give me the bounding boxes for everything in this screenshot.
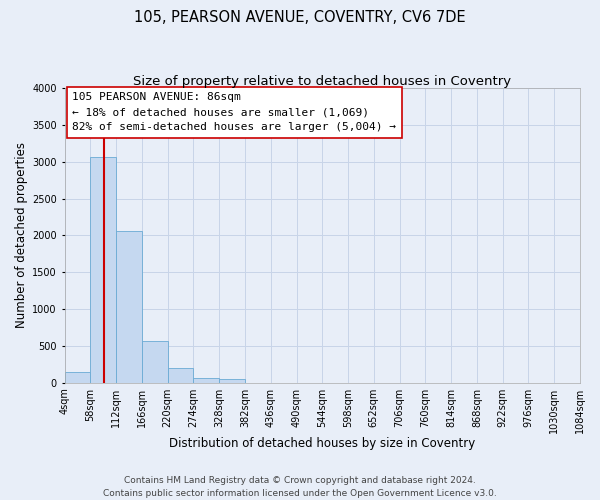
Text: 105, PEARSON AVENUE, COVENTRY, CV6 7DE: 105, PEARSON AVENUE, COVENTRY, CV6 7DE (134, 10, 466, 25)
Bar (91, 158, 116, 382)
Bar (219, 379, 245, 382)
Bar (65, 372, 91, 382)
Y-axis label: Number of detached properties: Number of detached properties (15, 142, 28, 328)
Bar (167, 368, 193, 382)
Title: Size of property relative to detached houses in Coventry: Size of property relative to detached ho… (133, 75, 511, 88)
Text: 105 PEARSON AVENUE: 86sqm
← 18% of detached houses are smaller (1,069)
82% of se: 105 PEARSON AVENUE: 86sqm ← 18% of detac… (72, 92, 396, 132)
X-axis label: Distribution of detached houses by size in Coventry: Distribution of detached houses by size … (169, 437, 475, 450)
Bar (116, 231, 142, 382)
Bar (142, 342, 167, 382)
Bar (193, 378, 219, 382)
Text: Contains HM Land Registry data © Crown copyright and database right 2024.
Contai: Contains HM Land Registry data © Crown c… (103, 476, 497, 498)
